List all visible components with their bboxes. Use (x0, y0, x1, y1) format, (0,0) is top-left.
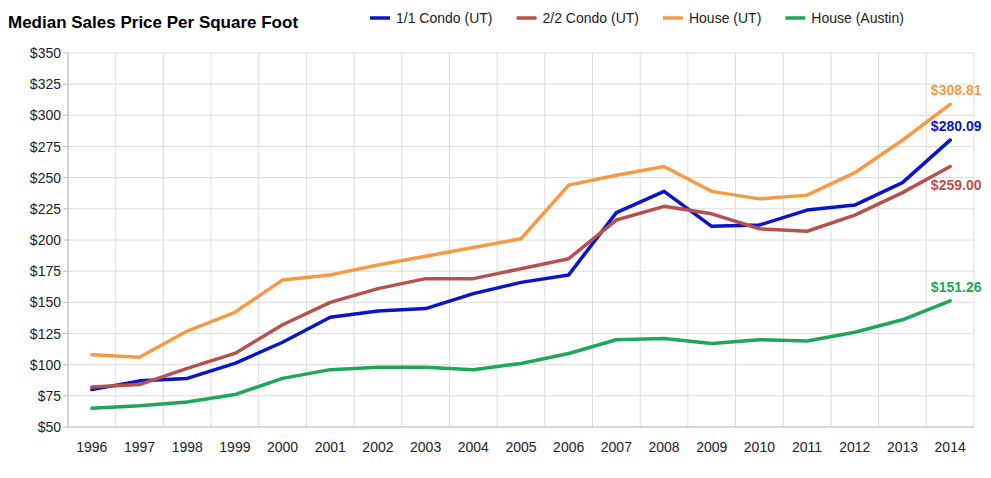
x-tick-label: 1999 (219, 439, 250, 455)
x-axis (68, 427, 974, 428)
y-axis (68, 53, 69, 427)
y-grid-line (68, 115, 974, 116)
y-tick-label: $50 (38, 419, 62, 435)
data-label: $280.09 (931, 118, 982, 134)
y-tick-label: $350 (30, 45, 61, 61)
legend: 1/1 Condo (UT) 2/2 Condo (UT) House (UT) Ho… (370, 10, 904, 26)
legend-label: 1/1 Condo (UT) (396, 10, 492, 26)
y-tick (63, 364, 68, 365)
y-tick (63, 53, 68, 54)
x-tick-label: 2001 (315, 439, 346, 455)
x-tick-label: 2004 (458, 439, 489, 455)
x-tick-label: 1998 (172, 439, 203, 455)
x-tick-label: 2008 (648, 439, 679, 455)
y-tick-label: $75 (38, 388, 62, 404)
x-tick-label: 2014 (935, 439, 966, 455)
y-tick-label: $275 (30, 139, 61, 155)
y-grid-line (68, 177, 974, 178)
y-grid-line (68, 427, 974, 428)
y-tick (63, 333, 68, 334)
y-tick (63, 208, 68, 209)
y-tick (63, 84, 68, 85)
y-tick (63, 240, 68, 241)
y-tick (63, 146, 68, 147)
y-tick-label: $125 (30, 326, 61, 342)
x-tick-label: 2011 (792, 439, 822, 455)
y-tick-label: $175 (30, 263, 61, 279)
x-tick-label: 2005 (505, 439, 536, 455)
x-tick-label: 2012 (839, 439, 870, 455)
series-line (92, 166, 950, 387)
legend-swatch (785, 16, 805, 20)
x-tick-label: 2013 (887, 439, 918, 455)
x-tick-label: 1997 (124, 439, 155, 455)
y-grid-line (68, 302, 974, 303)
chart: $50 $75 $100 $125 $150 $175 $200 $225 $250 $275 $3… (0, 0, 991, 478)
data-label: $151.26 (931, 279, 982, 295)
x-tick-label: 2000 (267, 439, 298, 455)
legend-label: House (Austin) (811, 10, 904, 26)
title: Median Sales Price Per Square Foot (8, 13, 298, 32)
legend-swatch (516, 16, 536, 20)
legend-swatch (370, 16, 390, 20)
background (0, 0, 991, 478)
y-tick-label: $325 (30, 76, 61, 92)
y-tick (63, 177, 68, 178)
y-grid-line (68, 395, 974, 396)
y-grid-line (68, 146, 974, 147)
x-tick-label: 2002 (362, 439, 393, 455)
y-tick-label: $225 (30, 201, 61, 217)
y-tick-label: $150 (30, 294, 61, 310)
series-line (92, 301, 950, 409)
y-tick (63, 395, 68, 396)
x-tick-label: 1996 (76, 439, 107, 455)
y-tick-label: $100 (30, 357, 61, 373)
data-label: $259.00 (931, 177, 982, 193)
y-tick-label: $300 (30, 107, 61, 123)
x-tick-label: 2007 (601, 439, 632, 455)
y-tick (63, 427, 68, 428)
series-line (92, 104, 950, 357)
data-labels: $280.09 $259.00 $308.81 $151.26 (931, 82, 982, 294)
x-tick-label: 2006 (553, 439, 584, 455)
y-tick (63, 302, 68, 303)
grid (68, 53, 974, 427)
x-grid-line (68, 53, 69, 427)
y-grid-line (68, 84, 974, 85)
legend-swatch (663, 16, 683, 20)
data-label: $308.81 (931, 82, 982, 98)
x-tick-label: 2009 (696, 439, 727, 455)
y-tick (63, 271, 68, 272)
y-tick (63, 115, 68, 116)
x-tick-label: 2010 (744, 439, 775, 455)
y-tick-label: $250 (30, 170, 61, 186)
legend-label: 2/2 Condo (UT) (542, 10, 638, 26)
legend-label: House (UT) (689, 10, 761, 26)
lines (92, 104, 950, 408)
x-tick-label: 2003 (410, 439, 441, 455)
y-grid-line (68, 53, 974, 54)
y-tick-label: $200 (30, 232, 61, 248)
y-grid-line (68, 271, 974, 272)
series-line (92, 140, 950, 389)
